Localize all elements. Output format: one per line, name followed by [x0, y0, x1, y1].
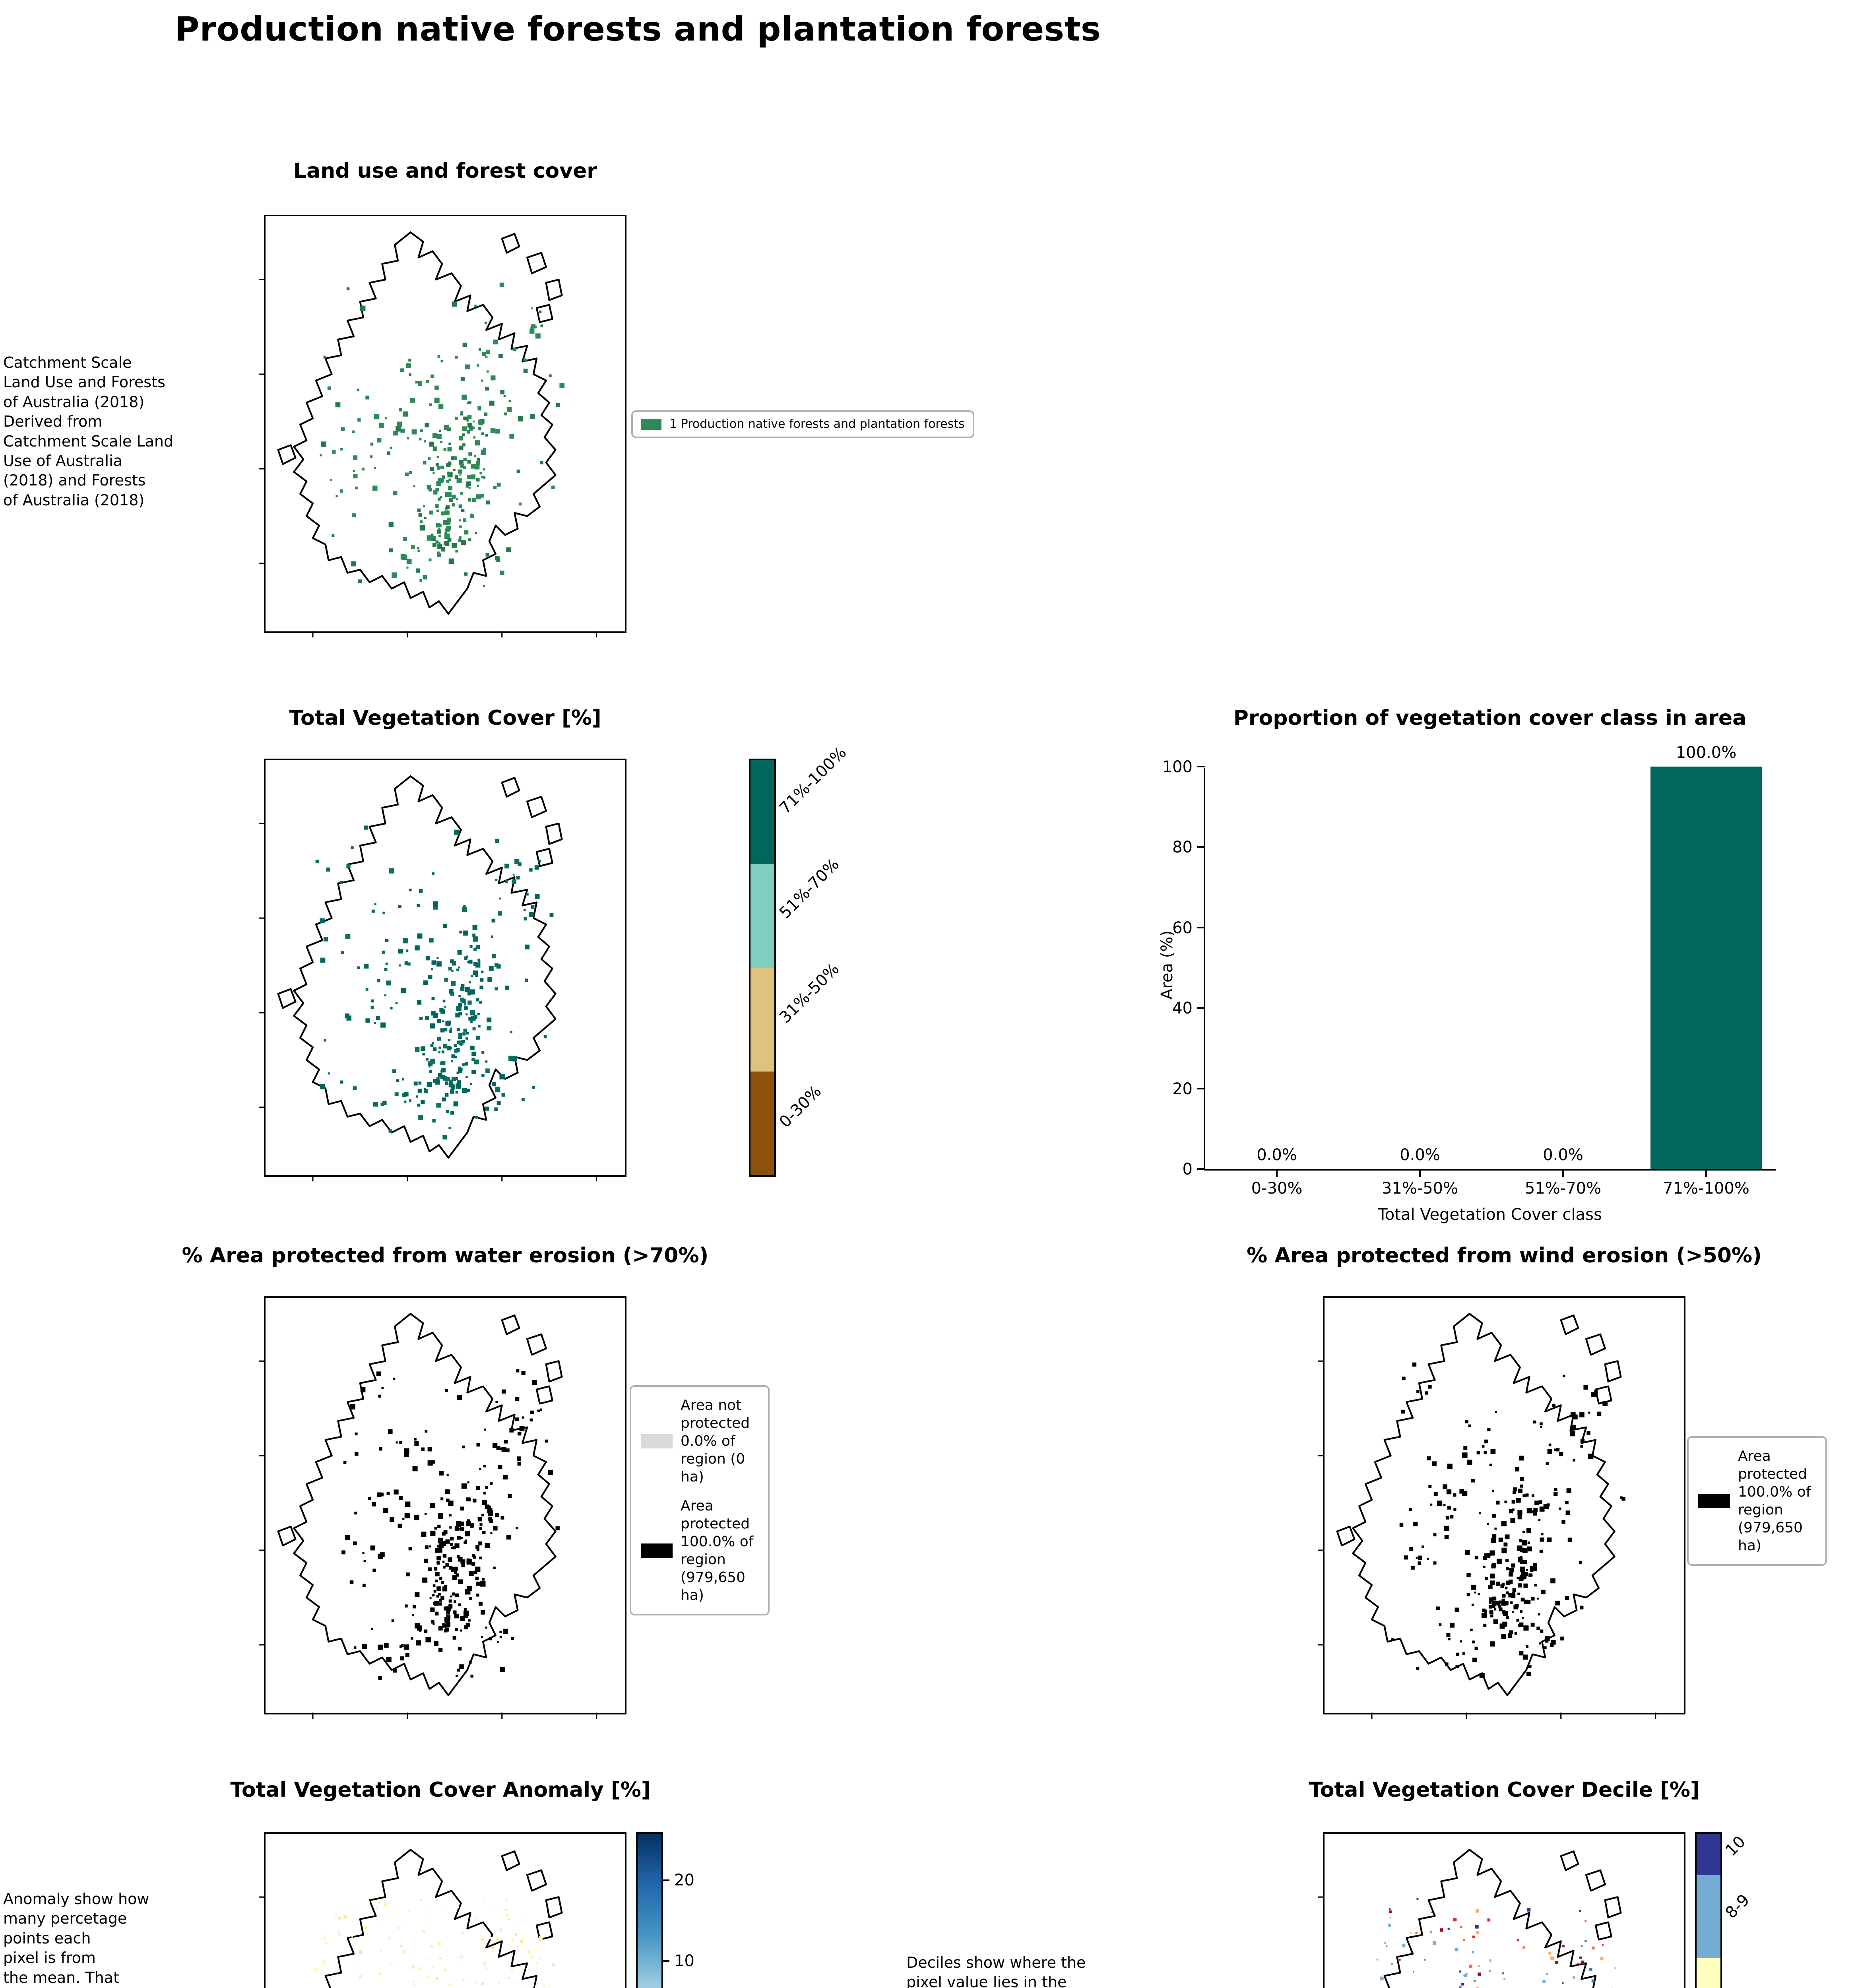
landuse-map: [258, 215, 626, 638]
bar-value-label: 0.0%: [1400, 1146, 1440, 1164]
legend-swatch-icon: [1698, 1494, 1730, 1508]
y-tick-mark: [1197, 846, 1205, 848]
x-tick-label: 31%-50%: [1381, 1179, 1458, 1198]
colorbar-label: 0-30%: [776, 1082, 825, 1131]
decile-colorbar: 108-94-72-31: [1695, 1832, 1753, 1988]
legend-label: Area protected 100.0% of region (979,650…: [681, 1498, 754, 1604]
decile-map: [1317, 1832, 1685, 1988]
colorbar-segment: [751, 1072, 774, 1175]
y-tick-label: 0: [1182, 1160, 1193, 1178]
decile-map-speckles: [1376, 1898, 1616, 1988]
x-tick-mark: [1419, 1169, 1421, 1177]
y-tick-label: 80: [1172, 838, 1193, 857]
water-erosion-title: % Area protected from water erosion (>70…: [182, 1244, 709, 1268]
anomaly-caption: Anomaly show how many percetage points e…: [3, 1890, 149, 1986]
page-title: Production native forests and plantation…: [175, 10, 1101, 49]
proportion-bar-chart: 0 20 40 60 80 100 0-30% 0.0% 31%-50% 0.0% 51%-70% 0…: [1162, 744, 1776, 1198]
colorbar-label: 8-9: [1722, 1891, 1753, 1922]
colorbar-label: 71%-100%: [776, 743, 850, 817]
bar-value-label: 100.0%: [1676, 744, 1737, 762]
wind-erosion-legend: Area protected 100.0% of region (979,650…: [1687, 1436, 1827, 1566]
colorbar-segment: [751, 864, 774, 968]
x-tick-mark: [1276, 1169, 1278, 1177]
x-tick-mark: [1705, 1169, 1707, 1177]
colorbar-segment: [1697, 1834, 1720, 1875]
y-tick-mark: [1197, 1007, 1205, 1009]
legend-entry: Area not protected 0.0% of region (0 ha): [641, 1396, 758, 1486]
x-tick-label: 0-30%: [1251, 1179, 1303, 1198]
wind-erosion-title: % Area protected from wind erosion (>50%…: [1247, 1244, 1762, 1268]
bar-value-label: 0.0%: [1543, 1146, 1583, 1164]
colorbar-segment: [1697, 1958, 1720, 1988]
proportion-chart-title: Proportion of vegetation cover class in …: [1233, 706, 1747, 730]
x-tick-label: 71%-100%: [1663, 1179, 1749, 1198]
y-tick-label: 20: [1172, 1079, 1193, 1098]
water-erosion-map: [258, 1296, 626, 1720]
legend-label: Area protected 100.0% of region (979,650…: [1738, 1448, 1811, 1554]
x-tick-label: 51%-70%: [1524, 1179, 1602, 1198]
legend-label: 1 Production native forests and plantati…: [669, 417, 965, 431]
colorbar-segment: [1697, 1875, 1720, 1959]
y-tick-label: 40: [1172, 999, 1193, 1018]
y-tick-label: 100: [1162, 758, 1193, 776]
decile-title: Total Vegetation Cover Decile [%]: [1309, 1778, 1700, 1802]
landuse-legend: 1 Production native forests and plantati…: [631, 410, 974, 438]
wind-map-speckles: [1391, 1362, 1625, 1678]
legend-swatch-icon: [641, 418, 661, 430]
anomaly-map: [258, 1832, 626, 1988]
tvc-map: [258, 759, 626, 1182]
anomaly-colorbar: 20100−10−20: [636, 1832, 694, 1988]
decile-caption: Deciles show where the pixel value lies …: [906, 1954, 1086, 1988]
y-tick-label: 60: [1172, 918, 1193, 937]
colorbar-segment: [751, 968, 774, 1072]
legend-swatch-icon: [641, 1434, 673, 1448]
legend-entry: 1 Production native forests and plantati…: [641, 417, 965, 432]
colorbar-tick-label: 20: [674, 1871, 694, 1890]
colorbar-label: 31%-50%: [776, 959, 843, 1027]
colorbar-tick-mark: [663, 1879, 669, 1881]
y-tick-mark: [1197, 1168, 1205, 1170]
tvc-colorbar: 71%-100% 51%-70% 31%-50% 0-30%: [749, 743, 850, 1177]
x-tick-mark: [1562, 1169, 1564, 1177]
legend-label: Area not protected 0.0% of region (0 ha): [681, 1397, 750, 1485]
water-erosion-legend: Area not protected 0.0% of region (0 ha)…: [630, 1385, 770, 1615]
y-tick-mark: [1197, 766, 1205, 767]
y-tick-mark: [1197, 926, 1205, 928]
landuse-caption: Catchment Scale Land Use and Forests of …: [3, 354, 174, 509]
proportion-chart-xlabel: Total Vegetation Cover class: [1378, 1206, 1602, 1224]
tvc-map-speckles: [315, 825, 554, 1140]
anomaly-title: Total Vegetation Cover Anomaly [%]: [230, 1778, 651, 1802]
water-map-speckles: [341, 1369, 560, 1680]
tvc-title: Total Vegetation Cover [%]: [289, 706, 601, 730]
colorbar-segment: [751, 760, 774, 864]
colorbar-label: 10: [1722, 1832, 1749, 1860]
legend-entry: Area protected 100.0% of region (979,650…: [641, 1497, 758, 1604]
legend-entry: Area protected 100.0% of region (979,650…: [1698, 1447, 1816, 1555]
bar-value-label: 0.0%: [1257, 1146, 1297, 1164]
y-tick-mark: [1197, 1087, 1205, 1089]
anomaly-map-speckles: [314, 1898, 555, 1988]
bar: [1650, 767, 1762, 1169]
landuse-map-speckles: [320, 282, 565, 587]
colorbar-label: 51%-70%: [776, 855, 843, 922]
colorbar-tick-label: 10: [674, 1951, 694, 1970]
landuse-title: Land use and forest cover: [293, 159, 597, 183]
colorbar-tick-mark: [663, 1960, 669, 1962]
wind-erosion-map: [1317, 1296, 1685, 1720]
legend-swatch-icon: [641, 1543, 673, 1558]
